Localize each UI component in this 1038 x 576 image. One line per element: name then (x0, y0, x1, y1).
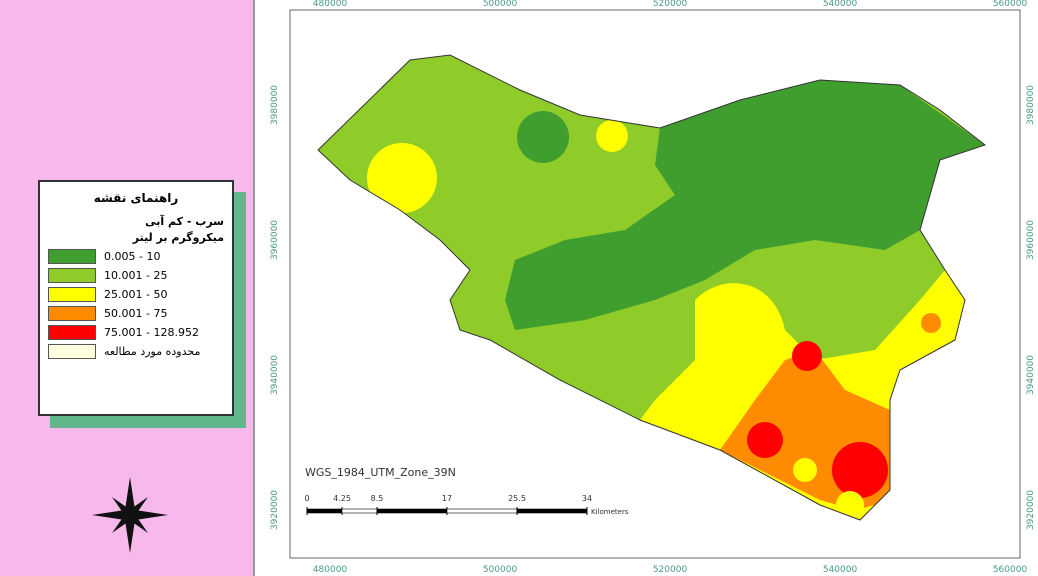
legend-item: 25.001 - 50 (48, 285, 224, 304)
legend-label: محدوده مورد مطالعه (104, 345, 201, 358)
legend-swatch (48, 268, 96, 283)
y-coordinate-label: 3960000 (1026, 220, 1036, 260)
coordinate-labels: 480000 480000 500000 500000 520000 520000 5400… (270, 0, 1036, 575)
side-panel: راهنمای نقشه سرب - کم آبی میکروگرم بر لی… (0, 0, 255, 576)
x-coordinate-label: 560000 (993, 0, 1028, 9)
y-coordinate-label: 3960000 (270, 220, 280, 260)
scale-unit: Kilometers (591, 508, 629, 516)
y-coordinate-label: 3920000 (270, 490, 280, 530)
scale-segment (376, 508, 448, 514)
legend-unit: میکروگرم بر لیتر (132, 231, 224, 244)
legend-swatch (48, 306, 96, 321)
scale-tick-label: 4.25 (333, 494, 351, 503)
legend-item: 75.001 - 128.952 (48, 323, 224, 342)
x-coordinate-label: 500000 (483, 0, 518, 9)
legend-label: 0.005 - 10 (104, 250, 161, 263)
legend: راهنمای نقشه سرب - کم آبی میکروگرم بر لی… (38, 180, 234, 416)
scale-tick-label: 17 (442, 494, 452, 503)
projection-label: WGS_1984_UTM_Zone_39N (305, 466, 456, 479)
x-coordinate-label: 500000 (483, 565, 518, 575)
x-coordinate-label: 540000 (823, 0, 858, 9)
scale-segment (341, 508, 378, 514)
legend-item: 0.005 - 10 (48, 247, 224, 266)
legend-item: 50.001 - 75 (48, 304, 224, 323)
legend-swatch (48, 249, 96, 264)
map-frame: WGS_1984_UTM_Zone_39N 480000 480000 500000… (270, 0, 1036, 575)
x-coordinate-label: 560000 (993, 565, 1028, 575)
y-coordinate-label: 3980000 (1026, 85, 1036, 125)
y-coordinate-label: 3940000 (270, 355, 280, 395)
legend-label: 10.001 - 25 (104, 269, 168, 282)
legend-swatch (48, 287, 96, 302)
x-coordinate-label: 520000 (653, 565, 688, 575)
x-coordinate-label: 520000 (653, 0, 688, 9)
legend-label: 25.001 - 50 (104, 288, 168, 301)
study-area-outline (317, 54, 987, 521)
scale-segment (306, 508, 343, 514)
scale-bar: 0 4.25 8.5 17 25.5 34 Kilometers (304, 494, 628, 516)
legend-title: راهنمای نقشه (93, 191, 179, 205)
legend-item: محدوده مورد مطالعه (48, 342, 224, 361)
scale-tick-label: 25.5 (508, 494, 526, 503)
legend-swatch (48, 325, 96, 340)
x-coordinate-label: 480000 (313, 0, 348, 9)
legend-label: 75.001 - 128.952 (104, 326, 199, 339)
y-coordinate-label: 3940000 (1026, 355, 1036, 395)
legend-subtitle: سرب - کم آبی (145, 215, 224, 228)
scale-segment (446, 508, 518, 514)
y-coordinate-label: 3980000 (270, 85, 280, 125)
scale-tick-label: 0 (304, 494, 309, 503)
scale-segment (516, 508, 588, 514)
legend-swatch (48, 344, 96, 359)
x-coordinate-label: 480000 (313, 565, 348, 575)
legend-items: 0.005 - 10 10.001 - 25 25.001 - 50 50.001 -… (48, 247, 224, 342)
scale-tick-label: 8.5 (371, 494, 384, 503)
x-coordinate-label: 540000 (823, 565, 858, 575)
scale-tick-label: 34 (582, 494, 592, 503)
north-arrow (92, 477, 168, 553)
legend-item: 10.001 - 25 (48, 266, 224, 285)
legend-label: 50.001 - 75 (104, 307, 168, 320)
y-coordinate-label: 3920000 (1026, 490, 1036, 530)
